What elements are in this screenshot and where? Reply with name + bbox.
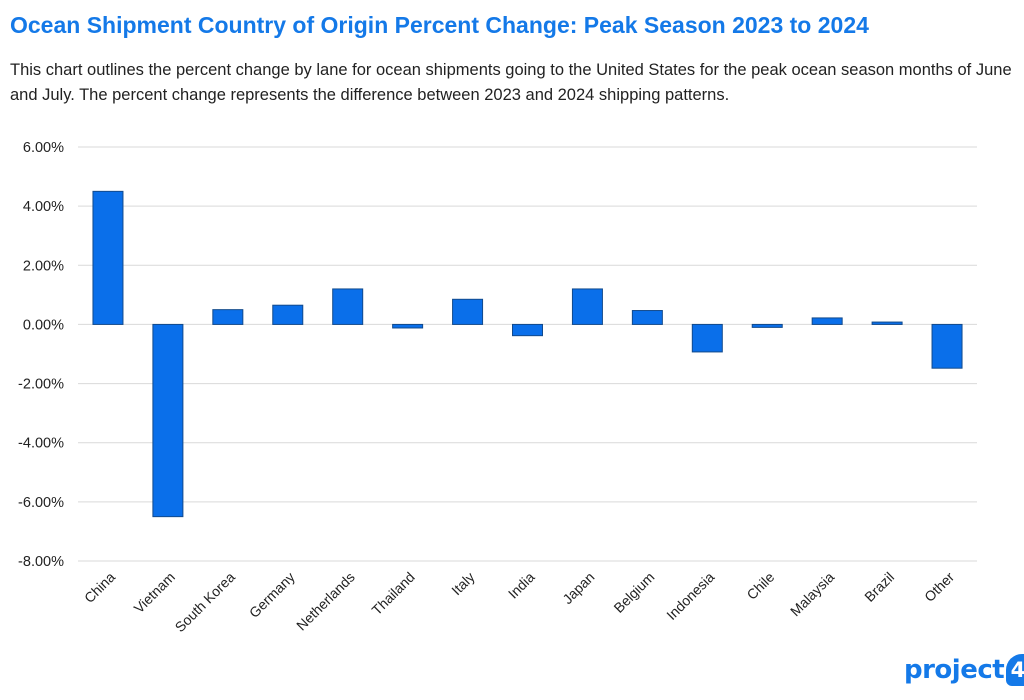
bar-vietnam — [152, 323, 184, 518]
x-tick-label: Japan — [559, 569, 597, 607]
bar-india — [512, 323, 543, 337]
x-tick-label: Other — [921, 569, 957, 605]
bar-indonesia — [691, 323, 723, 353]
x-tick-label: Brazil — [861, 569, 897, 605]
bar-germany — [272, 304, 304, 325]
bar-other — [931, 323, 963, 369]
y-tick-label: 4.00% — [23, 199, 64, 215]
project44-logo: project 44 — [904, 650, 1024, 690]
bar-thailand — [392, 323, 424, 329]
chart-subtitle: This chart outlines the percent change b… — [10, 61, 1012, 104]
bar-south-korea — [212, 309, 244, 325]
y-tick-label: -2.00% — [18, 377, 64, 393]
x-tick-label: Indonesia — [663, 569, 717, 623]
bar-brazil — [871, 321, 903, 325]
x-tick-label: India — [505, 569, 538, 602]
x-tick-label: Chile — [743, 569, 777, 603]
chart-title: Ocean Shipment Country of Origin Percent… — [10, 12, 869, 38]
y-tick-label: -8.00% — [18, 554, 64, 570]
logo-number-badge: 44 — [1006, 654, 1024, 686]
x-tick-label: Thailand — [368, 569, 417, 618]
bar-chile — [751, 323, 783, 328]
bar-china — [92, 190, 124, 325]
y-tick-label: -6.00% — [18, 495, 64, 511]
bar-italy — [452, 298, 484, 325]
y-tick-label: -4.00% — [18, 436, 64, 452]
bar-malaysia — [811, 317, 843, 325]
logo-text: project — [904, 655, 1005, 685]
y-tick-label: 2.00% — [23, 258, 64, 274]
x-tick-label: Belgium — [610, 569, 657, 616]
y-tick-label: 6.00% — [23, 140, 64, 156]
x-tick-label: South Korea — [172, 569, 239, 636]
x-tick-label: Netherlands — [293, 569, 358, 634]
bar-belgium — [631, 310, 663, 325]
x-tick-label: China — [81, 569, 118, 606]
y-tick-label: 0.00% — [23, 317, 64, 333]
bar-japan — [571, 288, 603, 325]
x-tick-label: Germany — [246, 569, 298, 621]
x-tick-label: Vietnam — [131, 569, 178, 616]
x-tick-label: Italy — [448, 569, 477, 598]
x-tick-label: Malaysia — [787, 569, 838, 620]
bar-netherlands — [332, 288, 364, 325]
